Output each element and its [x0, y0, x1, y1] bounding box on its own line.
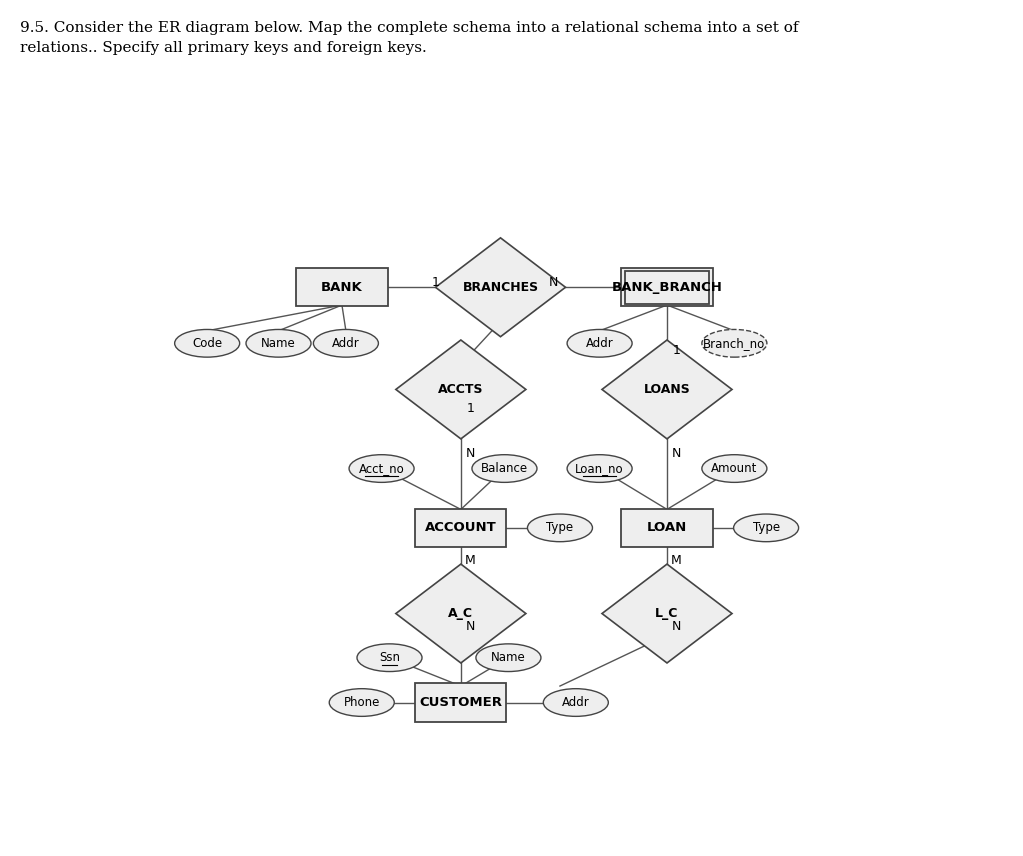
- Ellipse shape: [329, 689, 394, 716]
- Text: Name: Name: [261, 336, 296, 350]
- Text: 1: 1: [466, 402, 475, 415]
- Ellipse shape: [476, 644, 541, 672]
- Text: N: N: [465, 621, 475, 633]
- Text: Addr: Addr: [586, 336, 614, 350]
- Text: BRANCHES: BRANCHES: [462, 281, 538, 294]
- Bar: [415, 508, 506, 547]
- Bar: [621, 508, 713, 547]
- Bar: [415, 683, 506, 722]
- Text: Phone: Phone: [344, 696, 380, 709]
- Ellipse shape: [349, 455, 414, 483]
- Text: Type: Type: [753, 521, 780, 534]
- Text: Acct_no: Acct_no: [359, 462, 404, 475]
- Text: Name: Name: [491, 651, 526, 664]
- Ellipse shape: [246, 330, 311, 357]
- Bar: [621, 268, 713, 306]
- Polygon shape: [602, 564, 732, 663]
- Ellipse shape: [567, 330, 632, 357]
- Text: M: M: [465, 555, 476, 568]
- Polygon shape: [396, 564, 526, 663]
- Text: Balance: Balance: [481, 462, 528, 475]
- Text: N: N: [465, 447, 475, 460]
- Text: N: N: [672, 447, 681, 460]
- Ellipse shape: [733, 514, 799, 542]
- Text: Loan_no: Loan_no: [575, 462, 624, 475]
- Text: Branch_no: Branch_no: [703, 336, 765, 350]
- Polygon shape: [602, 340, 732, 439]
- Text: Ssn: Ssn: [379, 651, 400, 664]
- Text: N: N: [549, 276, 559, 288]
- Text: 1: 1: [672, 344, 680, 357]
- Text: BANK: BANK: [321, 281, 363, 294]
- Ellipse shape: [472, 455, 537, 483]
- Ellipse shape: [175, 330, 239, 357]
- Ellipse shape: [702, 330, 767, 357]
- Text: A_C: A_C: [448, 607, 474, 620]
- Text: L_C: L_C: [656, 607, 678, 620]
- Text: BANK_BRANCH: BANK_BRANCH: [612, 281, 722, 294]
- Text: 9.5. Consider the ER diagram below. Map the complete schema into a relational sc: 9.5. Consider the ER diagram below. Map …: [20, 21, 799, 55]
- Text: CUSTOMER: CUSTOMER: [419, 696, 502, 709]
- Text: ACCTS: ACCTS: [438, 383, 484, 396]
- Bar: [625, 270, 709, 304]
- Ellipse shape: [528, 514, 592, 542]
- Polygon shape: [436, 238, 566, 336]
- Text: Addr: Addr: [562, 696, 589, 709]
- Ellipse shape: [567, 455, 632, 483]
- Text: Type: Type: [546, 521, 574, 534]
- Polygon shape: [396, 340, 526, 439]
- Text: LOANS: LOANS: [643, 383, 691, 396]
- Ellipse shape: [313, 330, 379, 357]
- Text: 1: 1: [432, 276, 440, 288]
- Text: LOAN: LOAN: [647, 521, 687, 534]
- Text: Addr: Addr: [332, 336, 360, 350]
- Ellipse shape: [357, 644, 422, 672]
- Text: Code: Code: [192, 336, 222, 350]
- Ellipse shape: [702, 455, 767, 483]
- Text: M: M: [671, 555, 682, 568]
- Bar: [297, 268, 388, 306]
- Text: ACCOUNT: ACCOUNT: [425, 521, 497, 534]
- Text: Amount: Amount: [711, 462, 758, 475]
- Text: N: N: [672, 621, 681, 633]
- Ellipse shape: [543, 689, 609, 716]
